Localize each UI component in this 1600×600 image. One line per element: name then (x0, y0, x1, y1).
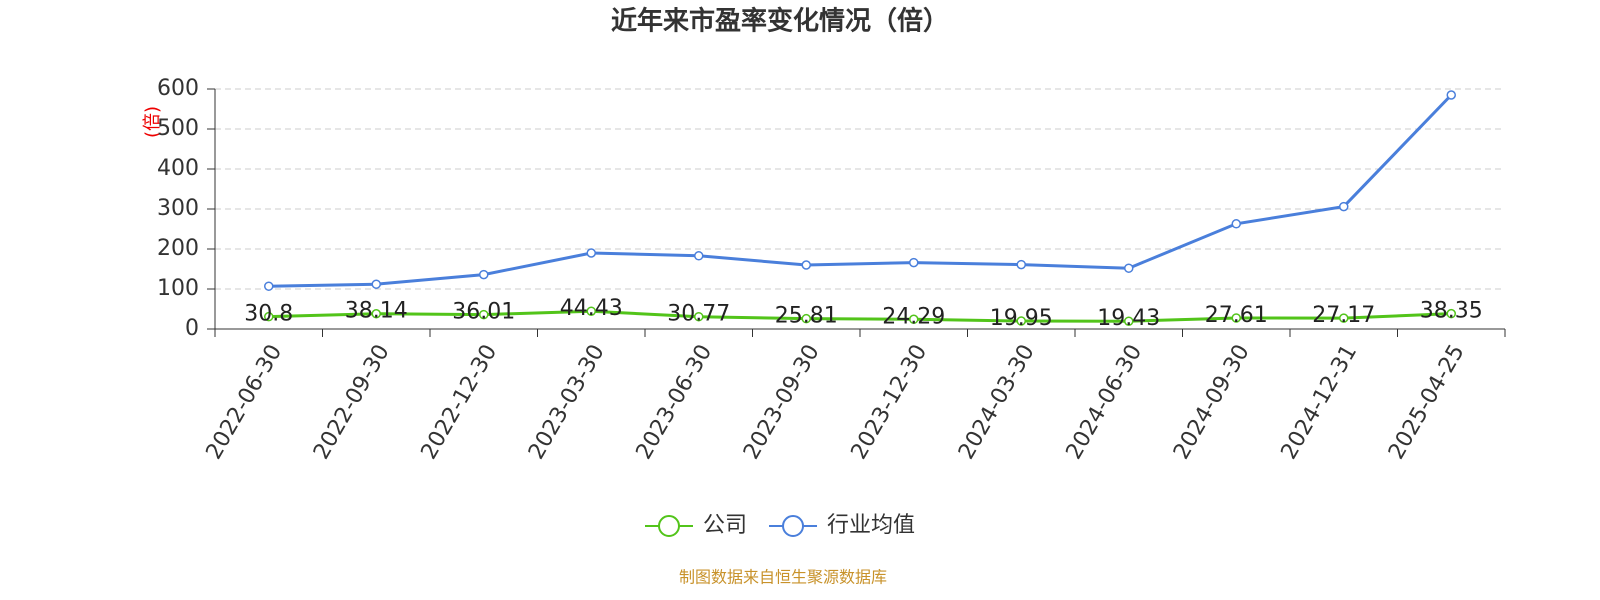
legend-label: 行业均值 (827, 513, 915, 538)
data-point (264, 281, 274, 291)
data-point (694, 311, 704, 322)
data-point (371, 279, 381, 289)
data-point (1446, 308, 1456, 319)
data-label: 38.35 (1420, 299, 1483, 324)
data-point (1124, 316, 1134, 326)
series-line (268, 309, 1452, 323)
legend: 公司 行业均值 (645, 513, 915, 538)
data-point (1339, 201, 1349, 212)
data-point (264, 311, 274, 322)
legend-marker (782, 515, 805, 537)
data-label: 38.14 (345, 299, 408, 324)
data-point (801, 313, 811, 324)
data-point (1339, 313, 1349, 323)
y-tick-label: 300 (157, 196, 199, 221)
data-point (1231, 219, 1241, 229)
data-point (1446, 90, 1456, 100)
data-point (1231, 313, 1241, 323)
data-point (694, 251, 704, 261)
y-axis-label: (倍) (142, 106, 163, 138)
y-tick-label: 400 (157, 156, 199, 181)
data-label: 25.81 (775, 304, 838, 329)
data-label: 27.61 (1205, 303, 1268, 328)
data-label: 44.43 (560, 296, 623, 321)
x-tick-label: 2024-03-30 (954, 341, 1040, 464)
x-tick-label: 2023-06-30 (632, 341, 718, 464)
x-tick-label: 2022-12-30 (417, 341, 503, 464)
data-point (1124, 263, 1134, 273)
x-tick-label: 2025-04-25 (1384, 341, 1470, 464)
data-label: 24.29 (882, 304, 945, 329)
x-tick-label: 2022-09-30 (309, 341, 395, 464)
x-tick-label: 2022-06-30 (202, 341, 288, 464)
data-point (479, 269, 489, 280)
y-tick-label: 200 (157, 236, 199, 261)
x-tick-label: 2024-12-31 (1277, 341, 1363, 464)
data-point (586, 306, 596, 316)
data-point (586, 248, 596, 258)
data-point (371, 308, 381, 319)
y-tick-label: 100 (157, 276, 199, 301)
data-point (479, 309, 489, 320)
data-label: 19.95 (990, 306, 1053, 331)
data-point (1016, 259, 1026, 270)
data-label: 30.8 (244, 302, 293, 327)
data-point (1016, 316, 1026, 326)
y-tick-label: 500 (157, 116, 199, 141)
x-tick-label: 2023-09-30 (739, 341, 825, 464)
x-tick-label: 2024-06-30 (1062, 341, 1148, 464)
source-note: 制图数据来自恒生聚源数据库 (679, 568, 887, 587)
data-label: 30.77 (667, 302, 730, 327)
data-label: 27.17 (1312, 303, 1375, 328)
data-point (801, 260, 811, 270)
series-line (268, 93, 1453, 288)
x-tick-label: 2023-03-30 (524, 341, 610, 464)
legend-marker (658, 515, 680, 537)
data-label: 19.43 (1097, 306, 1160, 331)
data-point (909, 314, 919, 325)
chart-title: 近年来市盈率变化情况（倍） (611, 6, 949, 37)
x-tick-label: 2024-09-30 (1169, 341, 1255, 464)
legend-label: 公司 (703, 513, 747, 538)
y-tick-label: 0 (185, 316, 199, 341)
data-point (909, 257, 919, 268)
y-tick-label: 600 (157, 76, 199, 101)
data-label: 36.01 (452, 300, 515, 325)
x-tick-label: 2023-12-30 (847, 341, 933, 464)
